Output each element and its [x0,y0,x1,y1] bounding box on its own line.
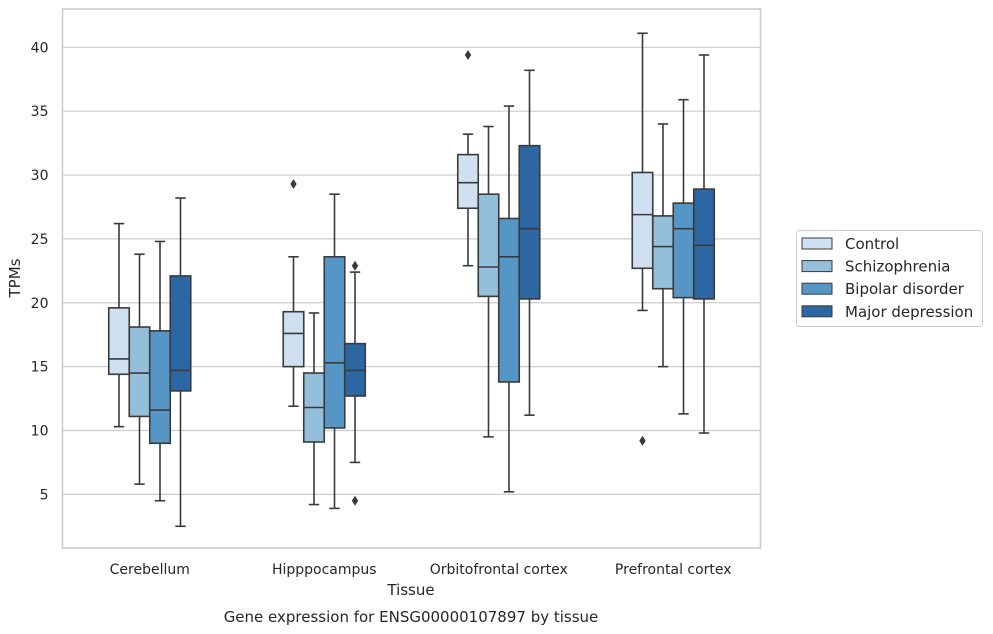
x-tick-label: Orbitofrontal cortex [430,562,568,578]
legend-label: Control [845,235,899,253]
legend: Control Schizophrenia Bipolar disorder Majo… [796,230,983,327]
box-bipolar-disorder [672,98,695,415]
x-tick-label: Prefrontal cortex [615,562,732,578]
outlier-point [351,260,359,271]
outlier-point [290,178,297,189]
box-iqr [651,215,675,290]
legend-frame [796,230,983,327]
box-iqr [631,171,654,270]
legend-swatch [801,237,833,250]
box-iqr [282,310,305,368]
box-control [282,178,305,408]
box-iqr [692,188,716,300]
x-tick-label: Cerebellum [110,562,190,578]
outlier-point [464,49,472,60]
box-groups [107,32,716,528]
y-tick-label: 20 [31,296,49,312]
box-control [456,49,480,267]
box-iqr [672,202,695,299]
box-schizophrenia [477,125,500,438]
chart-title: Gene expression for ENSG00000107897 by t… [224,608,599,626]
x-axis-ticks: Cerebellum Hipppocampus Orbitofrontal cort… [110,562,732,578]
box-schizophrenia [651,123,675,368]
box-major-depression [169,197,192,528]
x-tick-label: Hipppocampus [272,562,377,578]
box-bipolar-disorder [497,105,521,493]
y-tick-label: 40 [31,40,49,56]
legend-swatch [801,282,833,295]
box-control [631,32,654,446]
box-iqr [477,193,500,298]
legend-label: Bipolar disorder [845,280,965,298]
legend-swatch [801,260,833,273]
box-iqr [323,255,346,429]
x-axis-label: Tissue [386,581,434,599]
y-tick-label: 25 [31,232,49,248]
box-schizophrenia [302,312,326,506]
y-tick-label: 5 [40,487,49,503]
box-iqr [518,144,541,300]
legend-swatch [801,305,833,318]
box-bipolar-disorder [148,240,172,502]
y-tick-label: 15 [31,360,49,376]
y-axis-ticks: 5 10 15 20 25 30 35 40 [31,40,49,503]
box-bipolar-disorder [323,193,346,510]
box-control [107,222,131,428]
legend-label: Schizophrenia [845,258,950,276]
box-major-depression [692,54,716,434]
box-iqr [128,326,151,418]
outlier-point [351,495,359,506]
box-iqr [107,307,131,376]
box-iqr [169,275,192,392]
y-tick-label: 35 [31,104,49,120]
y-tick-label: 10 [31,423,49,439]
legend-label: Major depression [845,303,973,321]
plot-area-frame [61,8,762,549]
box-major-depression [518,69,541,416]
box-schizophrenia [128,253,151,485]
box-iqr [456,153,480,210]
outlier-point [639,435,646,446]
box-iqr [148,330,172,445]
box-major-depression [343,260,367,506]
box-iqr [497,217,521,383]
y-axis-label: TPMs [6,258,24,298]
y-tick-label: 30 [31,168,49,184]
